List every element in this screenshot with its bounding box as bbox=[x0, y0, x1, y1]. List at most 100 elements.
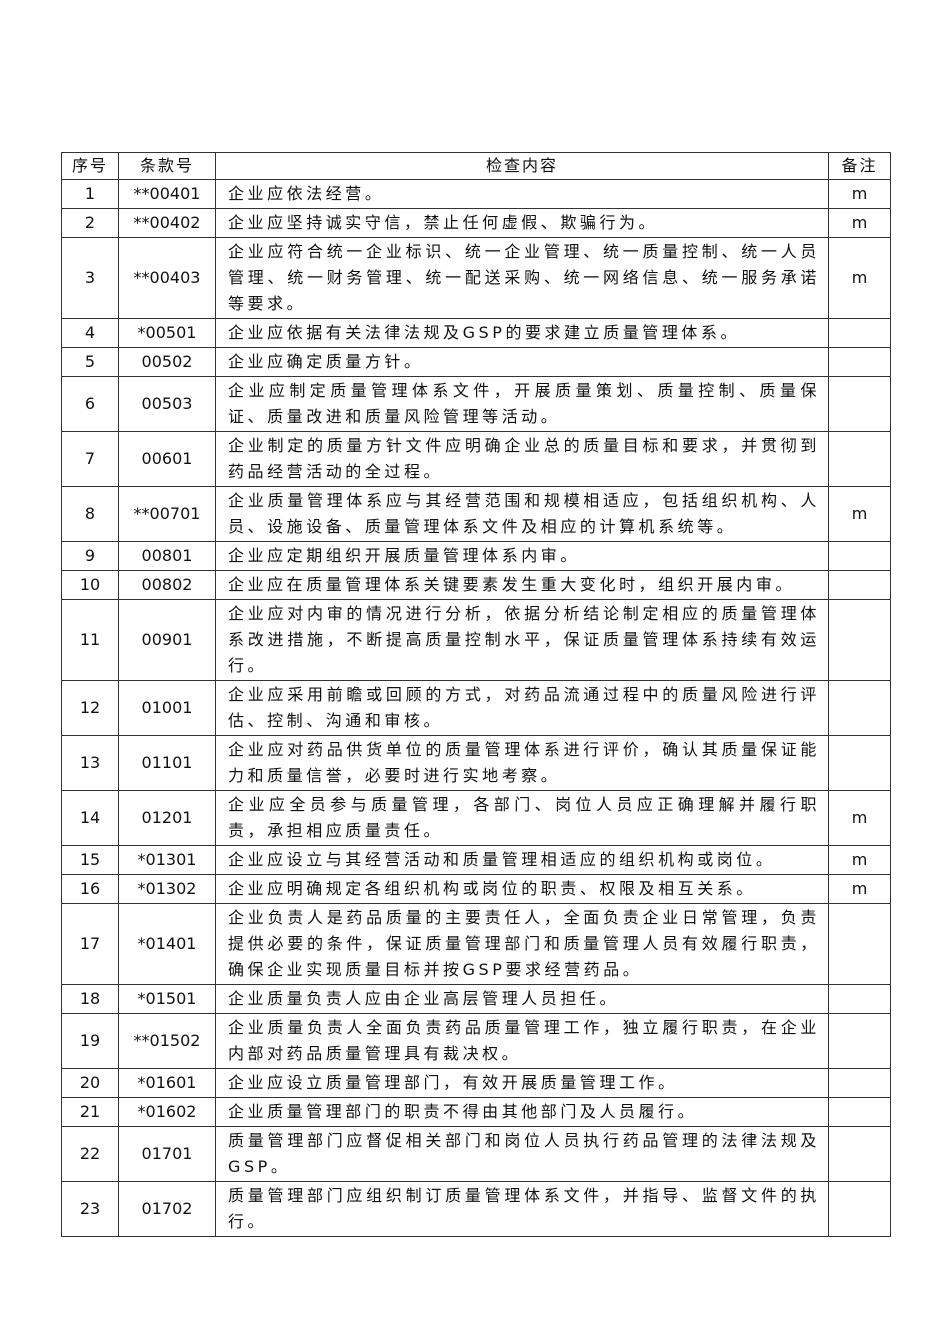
inspection-content-cell: 企业质量负责人全面负责药品质量管理工作，独立履行职责，在企业内部对药品质量管理具… bbox=[215, 1013, 829, 1069]
header-inspection-content: 检查内容 bbox=[215, 152, 829, 180]
clause-number-cell: 00601 bbox=[118, 431, 216, 487]
inspection-table: 序号 条款号 检查内容 备注 1 **00401 企业应依法经营。 m 2 **00402… bbox=[61, 152, 891, 1237]
table-row: 19 **01502 企业质量负责人全面负责药品质量管理工作，独立履行职责，在企业内… bbox=[61, 1013, 891, 1069]
serial-number-cell: 18 bbox=[61, 984, 119, 1014]
inspection-content-cell: 企业应在质量管理体系关键要素发生重大变化时，组织开展内审。 bbox=[215, 570, 829, 600]
clause-number-cell: *01601 bbox=[118, 1068, 216, 1098]
inspection-content-cell: 企业应坚持诚实守信，禁止任何虚假、欺骗行为。 bbox=[215, 208, 829, 238]
serial-number-cell: 15 bbox=[61, 845, 119, 875]
serial-number-cell: 6 bbox=[61, 376, 119, 432]
serial-number-cell: 1 bbox=[61, 179, 119, 209]
inspection-content-cell: 质量管理部门应督促相关部门和岗位人员执行药品管理的法律法规及GSP。 bbox=[215, 1126, 829, 1182]
clause-number-cell: **01502 bbox=[118, 1013, 216, 1069]
table-row: 8 **00701 企业质量管理体系应与其经营范围和规模相适应，包括组织机构、人员、… bbox=[61, 486, 891, 542]
remarks-cell bbox=[828, 1013, 891, 1069]
inspection-content-cell: 企业应明确规定各组织机构或岗位的职责、权限及相互关系。 bbox=[215, 874, 829, 904]
remarks-cell bbox=[828, 984, 891, 1014]
remarks-cell: m bbox=[828, 790, 891, 846]
clause-number-cell: 01201 bbox=[118, 790, 216, 846]
inspection-content-cell: 企业质量管理体系应与其经营范围和规模相适应，包括组织机构、人员、设施设备、质量管… bbox=[215, 486, 829, 542]
inspection-content-cell: 企业应依据有关法律法规及GSP的要求建立质量管理体系。 bbox=[215, 318, 829, 348]
clause-number-cell: *01401 bbox=[118, 903, 216, 985]
serial-number-cell: 17 bbox=[61, 903, 119, 985]
table-row: 12 01001 企业应采用前瞻或回顾的方式，对药品流通过程中的质量风险进行评估、控… bbox=[61, 680, 891, 736]
serial-number-cell: 2 bbox=[61, 208, 119, 238]
clause-number-cell: **00403 bbox=[118, 237, 216, 319]
clause-number-cell: 00502 bbox=[118, 347, 216, 377]
clause-number-cell: 01702 bbox=[118, 1181, 216, 1237]
remarks-cell bbox=[828, 680, 891, 736]
inspection-content-cell: 企业应依法经营。 bbox=[215, 179, 829, 209]
table-row: 6 00503 企业应制定质量管理体系文件，开展质量策划、质量控制、质量保证、质量改… bbox=[61, 376, 891, 432]
remarks-cell bbox=[828, 376, 891, 432]
inspection-content-cell: 企业应符合统一企业标识、统一企业管理、统一质量控制、统一人员管理、统一财务管理、… bbox=[215, 237, 829, 319]
table-row: 9 00801 企业应定期组织开展质量管理体系内审。 bbox=[61, 541, 891, 571]
remarks-cell: m bbox=[828, 237, 891, 319]
remarks-cell bbox=[828, 1181, 891, 1237]
remarks-cell: m bbox=[828, 486, 891, 542]
inspection-content-cell: 企业应设立质量管理部门，有效开展质量管理工作。 bbox=[215, 1068, 829, 1098]
serial-number-cell: 11 bbox=[61, 599, 119, 681]
table-row: 15 *01301 企业应设立与其经营活动和质量管理相适应的组织机构或岗位。 m bbox=[61, 845, 891, 875]
remarks-cell bbox=[828, 318, 891, 348]
remarks-cell bbox=[828, 570, 891, 600]
clause-number-cell: **00402 bbox=[118, 208, 216, 238]
clause-number-cell: *01301 bbox=[118, 845, 216, 875]
table-row: 13 01101 企业应对药品供货单位的质量管理体系进行评价，确认其质量保证能力和质… bbox=[61, 735, 891, 791]
remarks-cell bbox=[828, 541, 891, 571]
clause-number-cell: 00901 bbox=[118, 599, 216, 681]
inspection-content-cell: 企业制定的质量方针文件应明确企业总的质量目标和要求，并贯彻到药品经营活动的全过程… bbox=[215, 431, 829, 487]
table-body: 1 **00401 企业应依法经营。 m 2 **00402 企业应坚持诚实守信，禁止任何虚… bbox=[61, 179, 891, 1237]
clause-number-cell: 01001 bbox=[118, 680, 216, 736]
table-row: 10 00802 企业应在质量管理体系关键要素发生重大变化时，组织开展内审。 bbox=[61, 570, 891, 600]
inspection-content-cell: 企业应确定质量方针。 bbox=[215, 347, 829, 377]
inspection-content-cell: 企业应定期组织开展质量管理体系内审。 bbox=[215, 541, 829, 571]
remarks-cell bbox=[828, 347, 891, 377]
inspection-content-cell: 质量管理部门应组织制订质量管理体系文件，并指导、监督文件的执行。 bbox=[215, 1181, 829, 1237]
clause-number-cell: 01701 bbox=[118, 1126, 216, 1182]
table-row: 18 *01501 企业质量负责人应由企业高层管理人员担任。 bbox=[61, 984, 891, 1014]
remarks-cell bbox=[828, 1097, 891, 1127]
remarks-cell: m bbox=[828, 845, 891, 875]
clause-number-cell: *00501 bbox=[118, 318, 216, 348]
clause-number-cell: **00701 bbox=[118, 486, 216, 542]
table-row: 14 01201 企业应全员参与质量管理，各部门、岗位人员应正确理解并履行职责，承担… bbox=[61, 790, 891, 846]
serial-number-cell: 13 bbox=[61, 735, 119, 791]
inspection-content-cell: 企业应设立与其经营活动和质量管理相适应的组织机构或岗位。 bbox=[215, 845, 829, 875]
clause-number-cell: 00503 bbox=[118, 376, 216, 432]
serial-number-cell: 4 bbox=[61, 318, 119, 348]
serial-number-cell: 21 bbox=[61, 1097, 119, 1127]
clause-number-cell: 00802 bbox=[118, 570, 216, 600]
remarks-cell bbox=[828, 903, 891, 985]
table-row: 11 00901 企业应对内审的情况进行分析，依据分析结论制定相应的质量管理体系改进… bbox=[61, 599, 891, 681]
serial-number-cell: 16 bbox=[61, 874, 119, 904]
header-clause-number: 条款号 bbox=[118, 152, 216, 180]
serial-number-cell: 10 bbox=[61, 570, 119, 600]
table-row: 1 **00401 企业应依法经营。 m bbox=[61, 179, 891, 209]
inspection-content-cell: 企业质量负责人应由企业高层管理人员担任。 bbox=[215, 984, 829, 1014]
inspection-content-cell: 企业应全员参与质量管理，各部门、岗位人员应正确理解并履行职责，承担相应质量责任。 bbox=[215, 790, 829, 846]
table-row: 17 *01401 企业负责人是药品质量的主要责任人，全面负责企业日常管理，负责提供… bbox=[61, 903, 891, 985]
inspection-content-cell: 企业负责人是药品质量的主要责任人，全面负责企业日常管理，负责提供必要的条件，保证… bbox=[215, 903, 829, 985]
header-serial-number: 序号 bbox=[61, 152, 119, 180]
serial-number-cell: 20 bbox=[61, 1068, 119, 1098]
serial-number-cell: 9 bbox=[61, 541, 119, 571]
table-row: 7 00601 企业制定的质量方针文件应明确企业总的质量目标和要求，并贯彻到药品经营… bbox=[61, 431, 891, 487]
table-row: 16 *01302 企业应明确规定各组织机构或岗位的职责、权限及相互关系。 m bbox=[61, 874, 891, 904]
inspection-content-cell: 企业应对药品供货单位的质量管理体系进行评价，确认其质量保证能力和质量信誉，必要时… bbox=[215, 735, 829, 791]
table-row: 3 **00403 企业应符合统一企业标识、统一企业管理、统一质量控制、统一人员管理… bbox=[61, 237, 891, 319]
serial-number-cell: 3 bbox=[61, 237, 119, 319]
table-row: 4 *00501 企业应依据有关法律法规及GSP的要求建立质量管理体系。 bbox=[61, 318, 891, 348]
table-row: 22 01701 质量管理部门应督促相关部门和岗位人员执行药品管理的法律法规及GSP… bbox=[61, 1126, 891, 1182]
serial-number-cell: 19 bbox=[61, 1013, 119, 1069]
clause-number-cell: 01101 bbox=[118, 735, 216, 791]
serial-number-cell: 8 bbox=[61, 486, 119, 542]
serial-number-cell: 5 bbox=[61, 347, 119, 377]
remarks-cell bbox=[828, 599, 891, 681]
remarks-cell bbox=[828, 735, 891, 791]
remarks-cell: m bbox=[828, 208, 891, 238]
serial-number-cell: 7 bbox=[61, 431, 119, 487]
table-row: 2 **00402 企业应坚持诚实守信，禁止任何虚假、欺骗行为。 m bbox=[61, 208, 891, 238]
remarks-cell: m bbox=[828, 179, 891, 209]
header-remarks: 备注 bbox=[828, 152, 891, 180]
